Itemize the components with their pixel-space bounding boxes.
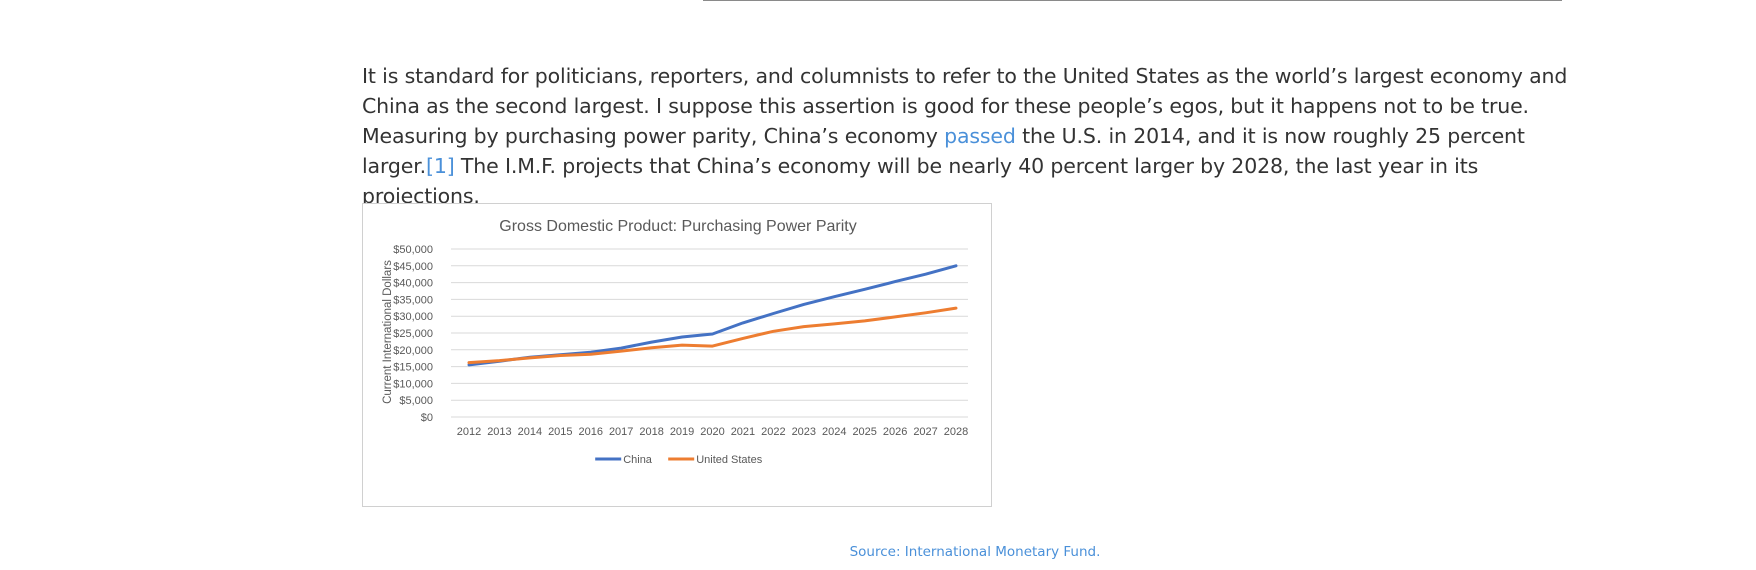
paragraph-text-1: It is standard for politicians, reporter…	[362, 64, 1568, 148]
y-tick-label: $0	[421, 412, 433, 424]
y-tick-label: $25,000	[393, 328, 433, 340]
x-tick-label: 2025	[852, 426, 876, 438]
y-tick-labels: $0 $5,000 $10,000 $15,000 $20,000 $25,000 $30,…	[393, 244, 433, 424]
x-tick-label: 2027	[913, 426, 937, 438]
x-tick-label: 2014	[518, 426, 542, 438]
x-tick-label: 2022	[761, 426, 785, 438]
series-lines	[467, 264, 958, 367]
x-tick-label: 2023	[792, 426, 816, 438]
gdp-line-chart: Gross Domestic Product: Purchasing Power…	[382, 218, 968, 466]
y-tick-label: $15,000	[393, 362, 433, 374]
y-tick-label: $40,000	[393, 278, 433, 290]
top-divider	[703, 0, 1562, 1]
x-tick-label: 2024	[822, 426, 846, 438]
y-tick-label: $35,000	[393, 294, 433, 306]
y-tick-label: $45,000	[393, 261, 433, 273]
united-states-legend-label: United States	[696, 454, 763, 466]
article-body: It is standard for politicians, reporter…	[362, 61, 1572, 211]
x-tick-label: 2016	[579, 426, 603, 438]
chart-title: Gross Domestic Product: Purchasing Power…	[499, 218, 856, 235]
gdp-chart-figure: Gross Domestic Product: Purchasing Power…	[362, 203, 992, 507]
x-tick-label: 2012	[457, 426, 481, 438]
x-tick-label: 2019	[670, 426, 694, 438]
y-tick-label: $20,000	[393, 345, 433, 357]
passed-link[interactable]: passed	[944, 124, 1016, 148]
y-tick-label: $30,000	[393, 311, 433, 323]
figure-caption[interactable]: Source: International Monetary Fund.	[849, 544, 1101, 560]
gridlines	[451, 248, 968, 418]
y-tick-label: $5,000	[399, 395, 433, 407]
y-tick-label: $10,000	[393, 378, 433, 390]
x-tick-labels: 2012 2013 2014 2015 2016 2017 2018 2019 2020 2021…	[457, 426, 968, 438]
x-tick-label: 2018	[639, 426, 663, 438]
paragraph-text-3: The I.M.F. projects that China’s economy…	[362, 154, 1479, 208]
x-tick-label: 2021	[731, 426, 755, 438]
paragraph-text-2: the U.S. in 2014, and it is now roughly …	[362, 124, 1525, 178]
chart-legend: China United States	[595, 454, 763, 466]
x-tick-label: 2026	[883, 426, 907, 438]
x-tick-label: 2015	[548, 426, 572, 438]
x-tick-label: 2013	[487, 426, 511, 438]
x-tick-label: 2020	[700, 426, 724, 438]
united-states-series-line	[467, 306, 958, 365]
china-legend-label: China	[623, 454, 653, 466]
y-tick-label: $50,000	[393, 244, 433, 256]
x-tick-label: 2017	[609, 426, 633, 438]
footnote-link[interactable]: [1]	[425, 154, 455, 178]
y-axis-label: Current International Dollars	[382, 260, 394, 404]
article-paragraph: It is standard for politicians, reporter…	[362, 61, 1572, 211]
x-tick-label: 2028	[944, 426, 968, 438]
